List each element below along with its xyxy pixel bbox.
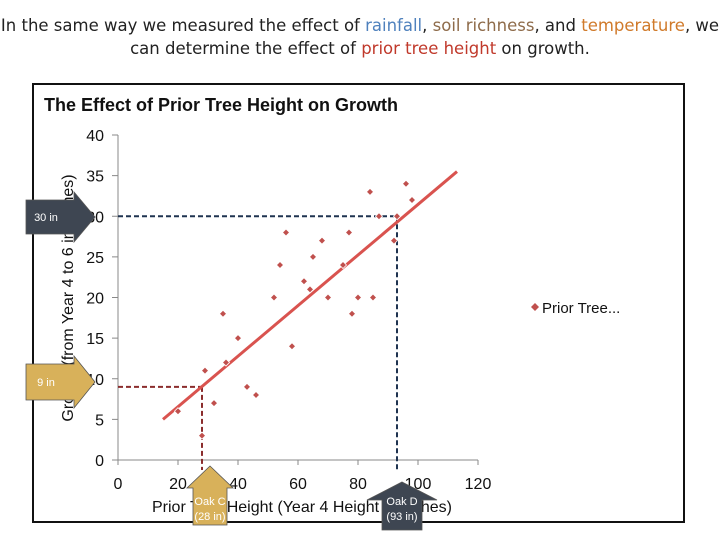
arrow-up-icon	[366, 481, 438, 531]
data-point	[392, 212, 402, 221]
x-ticks: 0 20 40 60 80 100 120	[114, 460, 492, 493]
arrow-up-icon	[186, 465, 234, 526]
guide-lines	[118, 215, 398, 470]
y-tick-label: 0	[95, 453, 104, 470]
data-point	[368, 293, 378, 302]
chart-frame	[32, 83, 685, 523]
data-point	[242, 382, 252, 391]
data-point	[317, 236, 327, 245]
x-tick-label: 40	[229, 476, 247, 493]
y-tick-label: 35	[86, 169, 104, 186]
heading-part: , and	[534, 16, 582, 35]
data-point	[389, 236, 399, 245]
legend: Prior Tree...	[531, 300, 620, 317]
data-point	[323, 293, 333, 302]
callout-9in-label: 9 in	[37, 377, 55, 389]
data-point	[197, 431, 207, 440]
data-point	[173, 407, 183, 416]
x-tick-label: 20	[169, 476, 187, 493]
data-point	[269, 293, 279, 302]
legend-marker-icon	[531, 303, 539, 311]
heading-part: rainfall	[365, 16, 423, 35]
data-point	[338, 260, 348, 270]
data-point	[299, 277, 309, 286]
callout-9in: 9 in	[25, 354, 96, 410]
y-tick-label: 40	[86, 128, 104, 145]
data-point	[353, 293, 363, 302]
x-tick-label: 80	[349, 476, 367, 493]
oak-d-name: Oak D	[386, 496, 417, 508]
trend-line	[162, 170, 458, 421]
data-point	[308, 252, 318, 261]
data-point	[251, 390, 261, 400]
data-point	[287, 342, 297, 351]
heading-part: temperature	[581, 16, 685, 35]
callout-oak-d: Oak D (93 in)	[366, 481, 438, 531]
data-point	[344, 228, 354, 237]
arrow-right-icon	[25, 354, 96, 410]
data-point	[407, 195, 417, 205]
data-point	[221, 358, 231, 367]
data-point	[200, 366, 210, 375]
y-axis-label: Growth (from Year 4 to 6 in inches)	[60, 174, 77, 421]
data-point	[374, 212, 384, 221]
x-tick-label: 120	[465, 476, 492, 493]
heading-part: prior tree height	[361, 39, 497, 58]
heading-part: , we can determine the effect of	[130, 16, 720, 58]
data-point	[365, 187, 375, 196]
x-tick-label: 60	[289, 476, 307, 493]
data-point	[218, 309, 228, 318]
oak-d-value: (93 in)	[386, 511, 417, 523]
data-point	[209, 399, 219, 408]
data-point	[281, 228, 291, 237]
chart-title: The Effect of Prior Tree Height on Growt…	[44, 95, 399, 115]
data-point	[305, 285, 315, 294]
data-points	[173, 179, 417, 440]
oak-c-value: (28 in)	[194, 511, 225, 523]
heading-part: soil richness	[432, 16, 535, 35]
callout-30in-label: 30 in	[34, 212, 58, 224]
data-point	[275, 260, 285, 270]
heading-part: on growth.	[496, 39, 590, 58]
data-point	[401, 179, 411, 188]
y-tick-label: 25	[86, 250, 104, 267]
slide-heading: In the same way we measured the effect o…	[0, 14, 720, 60]
data-point	[233, 334, 243, 343]
y-axis-label-group: Growth (from Year 4 to 6 in inches)	[60, 174, 77, 421]
y-tick-label: 15	[86, 331, 104, 348]
callout-30in: 30 in	[25, 190, 96, 244]
arrow-right-icon	[25, 190, 96, 244]
heading-part: ,	[422, 16, 433, 35]
heading-part: In the same way we measured the effect o…	[0, 16, 366, 35]
oak-c-name: Oak C	[194, 496, 225, 508]
callout-oak-c: Oak C (28 in)	[186, 465, 234, 526]
data-point	[347, 309, 357, 318]
y-tick-label: 20	[86, 291, 104, 308]
y-tick-label: 5	[95, 412, 104, 429]
x-tick-label: 0	[114, 476, 123, 493]
legend-label: Prior Tree...	[542, 300, 620, 317]
